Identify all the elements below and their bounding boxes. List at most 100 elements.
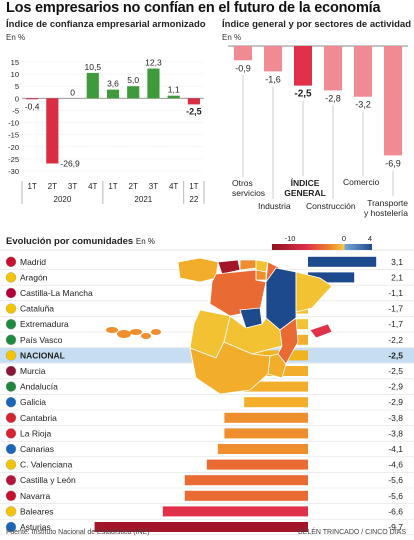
c1-data-label: -26,9: [60, 158, 80, 168]
c3-data-label: -1,7: [388, 319, 403, 329]
c2-category-label: Comercio: [343, 177, 380, 187]
map-cantabria: [239, 259, 257, 271]
c2-category-label: y hostelería: [364, 208, 408, 218]
c1-data-label: -2,5: [186, 106, 202, 116]
map-canarias: [141, 333, 151, 339]
chart2-title: Índice general y por sectores de activid…: [222, 19, 412, 30]
chart3-title-text: Evolución por comunidades: [6, 236, 134, 247]
c3-bar: [162, 506, 308, 517]
chart3-title: Evolución por comunidades En %: [6, 236, 155, 247]
c3-legend-label: 0: [342, 234, 346, 243]
c3-data-label: -4,1: [388, 444, 403, 454]
flag-icon: [5, 287, 17, 299]
c2-bar: [384, 46, 402, 156]
c2-bar: [354, 46, 372, 97]
c3-bar: [308, 272, 355, 283]
page-title: Los empresarios no confían en el futuro …: [6, 0, 381, 16]
c1-ytick-label: -10: [8, 119, 19, 128]
source-note: Fuente: Instituto Nacional de Estadístic…: [6, 529, 150, 536]
flag-icon: [5, 475, 17, 486]
c2-data-label: -0,9: [235, 63, 251, 73]
flag-icon: [5, 350, 17, 361]
c1-ytick-label: 0: [15, 94, 19, 103]
c3-category-label: Asturias: [20, 522, 51, 532]
c2-data-label: -2,5: [294, 89, 312, 100]
c2-bar: [294, 46, 312, 86]
c1-year-label: 2020: [54, 195, 72, 204]
c3-bar: [184, 475, 308, 486]
map-canarias: [106, 327, 118, 333]
map-baleares: [309, 323, 333, 339]
c3-data-label: 3,1: [391, 257, 403, 267]
c2-data-label: -2,8: [325, 93, 341, 103]
c3-data-label: -1,7: [388, 304, 403, 314]
c3-legend-bar: [272, 244, 372, 250]
map-la-rioja: [255, 269, 267, 281]
c3-bar: [308, 256, 377, 267]
chart2-unit: En %: [222, 33, 242, 42]
c3-data-label: -1,1: [388, 288, 403, 298]
c1-bar: [106, 89, 120, 99]
map-murcia: [267, 353, 287, 379]
c1-bar: [147, 68, 160, 99]
c3-data-label: 2,1: [391, 272, 403, 282]
c3-data-label: -5,6: [388, 475, 403, 485]
c3-bar: [224, 412, 308, 423]
c3-category-label: País Vasco: [20, 335, 63, 345]
flag-icon: [5, 443, 17, 455]
map-canarias: [117, 330, 131, 338]
c1-ytick-label: -15: [8, 131, 19, 140]
c3-bar: [224, 428, 308, 439]
c1-x-tick-label: 1T: [108, 182, 117, 191]
c3-category-label: Andalucía: [20, 382, 58, 392]
c1-bar: [127, 86, 140, 99]
c1-x-tick-label: 4T: [88, 182, 97, 191]
c3-bar: [217, 444, 308, 454]
c2-data-label: -1,6: [265, 74, 281, 84]
flag-icon: [5, 412, 17, 423]
c2-category-label: GENERAL: [284, 188, 326, 198]
c1-data-label: 5,0: [127, 75, 139, 85]
map-canarias: [151, 329, 161, 335]
c2-bar: [264, 46, 282, 72]
c1-bar: [86, 72, 99, 99]
c2-category-label: ÍNDICE: [291, 178, 320, 188]
c2-category-label: Otros: [232, 178, 253, 188]
flag-icon: [5, 334, 17, 345]
c3-bar: [244, 397, 308, 408]
c3-category-label: Cantabria: [20, 413, 57, 423]
c3-legend-label: -10: [285, 234, 296, 243]
c3-category-label: Extremadura: [20, 319, 69, 329]
map-canarias: [130, 329, 142, 335]
c3-data-label: -3,8: [388, 413, 403, 423]
c1-data-label: 10,5: [85, 62, 102, 72]
c3-data-label: -9,7: [388, 522, 403, 532]
c2-category-label: Construcción: [306, 201, 356, 211]
c1-bar: [187, 98, 200, 105]
c3-data-label: -2,5: [388, 350, 403, 360]
c3-category-label: Galicia: [20, 397, 46, 407]
c3-legend-label: 4: [368, 234, 372, 243]
c3-data-label: -2,9: [388, 382, 403, 392]
flag-icon: [5, 303, 17, 314]
map-galicia: [177, 257, 219, 283]
c1-ytick-label: -20: [8, 143, 19, 152]
c3-category-label: Madrid: [20, 257, 46, 267]
flag-icon: [5, 428, 17, 439]
flag-icon: [5, 506, 17, 517]
c1-data-label: 3,6: [107, 79, 119, 89]
flag-icon: [5, 319, 17, 330]
c1-x-tick-label: 1T: [27, 182, 36, 191]
c3-data-label: -6,6: [388, 506, 403, 516]
c3-category-label: Cataluña: [20, 304, 54, 314]
c3-category-label: Baleares: [20, 506, 54, 516]
c3-category-label: NACIONAL: [20, 350, 65, 360]
flag-icon: [5, 521, 17, 533]
c3-category-label: Castilla y León: [20, 475, 76, 485]
c1-x-tick-label: 2T: [48, 182, 57, 191]
c2-category-label: servicios: [232, 188, 265, 198]
c1-bar: [46, 98, 59, 164]
c3-category-label: Aragón: [20, 272, 48, 282]
c1-x-tick-label: 4T: [169, 182, 178, 191]
